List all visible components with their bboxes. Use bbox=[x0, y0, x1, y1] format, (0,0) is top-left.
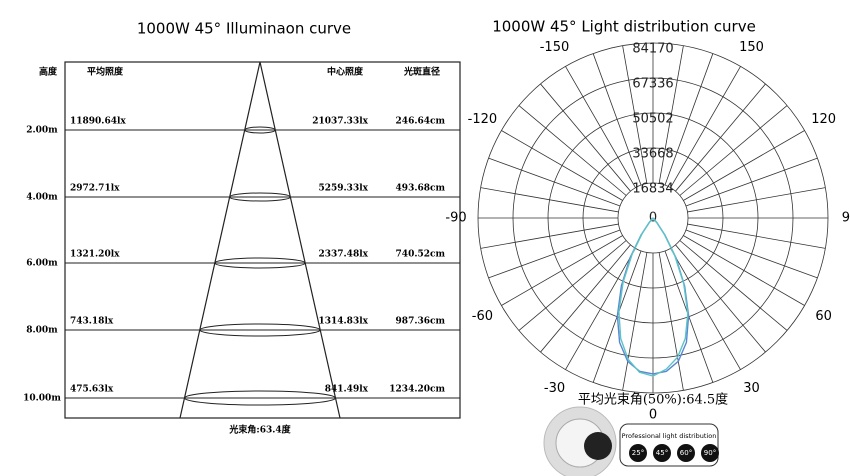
theta-tick-label: 150 bbox=[739, 40, 764, 55]
angle-label: 60° bbox=[680, 449, 692, 457]
center-value: 841.49lx bbox=[325, 385, 369, 395]
beam-angle: 光束角:63.4度 bbox=[228, 424, 291, 436]
polar-subtitle: 平均光束角(50%):64.5度 bbox=[578, 392, 728, 408]
beam-ellipse bbox=[214, 257, 306, 269]
theta-tick-label: -90 bbox=[445, 211, 466, 226]
angle-label: 25° bbox=[632, 449, 644, 457]
r-tick-label: 33668 bbox=[632, 147, 673, 162]
ring-grid bbox=[477, 42, 829, 394]
theta-tick-label: 120 bbox=[811, 112, 836, 127]
average-value: 2972.71lx bbox=[70, 184, 120, 194]
theta-tick-label: 90 bbox=[842, 211, 850, 226]
theta-tick-label: -120 bbox=[468, 112, 498, 127]
height-label: 8.00m bbox=[26, 326, 58, 336]
center-value: 2337.48lx bbox=[319, 250, 369, 260]
beam-ellipse bbox=[244, 126, 276, 134]
beam-ellipse bbox=[199, 323, 321, 337]
diameter-value: 493.68cm bbox=[396, 184, 446, 194]
diameter-value: 246.64cm bbox=[396, 117, 446, 127]
theta-tick-label: -60 bbox=[472, 309, 493, 324]
theta-tick-label: 60 bbox=[815, 309, 832, 324]
badge-text: Professional light distribution bbox=[622, 432, 717, 440]
beam-ellipse bbox=[183, 390, 337, 406]
height-label: 2.00m bbox=[26, 126, 58, 136]
r-tick-label: 50502 bbox=[632, 112, 673, 127]
beam-ellipse bbox=[229, 192, 291, 202]
column-header: 中心照度 bbox=[327, 66, 364, 78]
column-header: 平均照度 bbox=[87, 66, 124, 78]
ring-grid bbox=[582, 147, 724, 289]
height-label: 6.00m bbox=[26, 259, 58, 269]
right-title: 1000W 45° Light distribution curve bbox=[492, 18, 756, 36]
theta-tick-label: -30 bbox=[544, 381, 565, 396]
ring-grid bbox=[617, 182, 689, 254]
left-title: 1000W 45° Illuminaon curve bbox=[137, 20, 351, 38]
angle-dot bbox=[701, 444, 719, 462]
height-label: 4.00m bbox=[26, 193, 58, 203]
r-tick-label: 67336 bbox=[632, 77, 673, 92]
angle-label: 90° bbox=[704, 449, 716, 457]
average-value: 475.63lx bbox=[70, 385, 114, 395]
theta-tick-label: 30 bbox=[743, 381, 760, 396]
center-value: 5259.33lx bbox=[319, 184, 369, 194]
angle-dot bbox=[653, 444, 671, 462]
r-tick-label: 16834 bbox=[632, 182, 673, 197]
angle-dot bbox=[629, 444, 647, 462]
r-tick-label: 84170 bbox=[632, 42, 673, 57]
cone-frame bbox=[64, 61, 461, 419]
ring-grid bbox=[547, 112, 759, 324]
curve bbox=[618, 217, 689, 377]
angle-dot bbox=[677, 444, 695, 462]
theta-tick-label: 0 bbox=[649, 408, 657, 423]
theta-tick-label: -150 bbox=[540, 40, 570, 55]
angle-label: 45° bbox=[656, 449, 668, 457]
badge bbox=[543, 406, 719, 476]
diameter-value: 740.52cm bbox=[396, 250, 446, 260]
average-value: 1321.20lx bbox=[70, 250, 120, 260]
average-value: 11890.64lx bbox=[70, 117, 126, 127]
center-value: 1314.83lx bbox=[319, 317, 369, 327]
ring-grid bbox=[512, 77, 794, 359]
average-value: 743.18lx bbox=[70, 317, 114, 327]
center-value: 21037.33lx bbox=[312, 117, 368, 127]
diameter-value: 1234.20cm bbox=[389, 385, 445, 395]
diameter-value: 987.36cm bbox=[396, 317, 446, 327]
height-label: 10.00m bbox=[23, 394, 61, 404]
column-header: 光斑直径 bbox=[403, 66, 440, 78]
column-header: 高度 bbox=[39, 66, 58, 78]
